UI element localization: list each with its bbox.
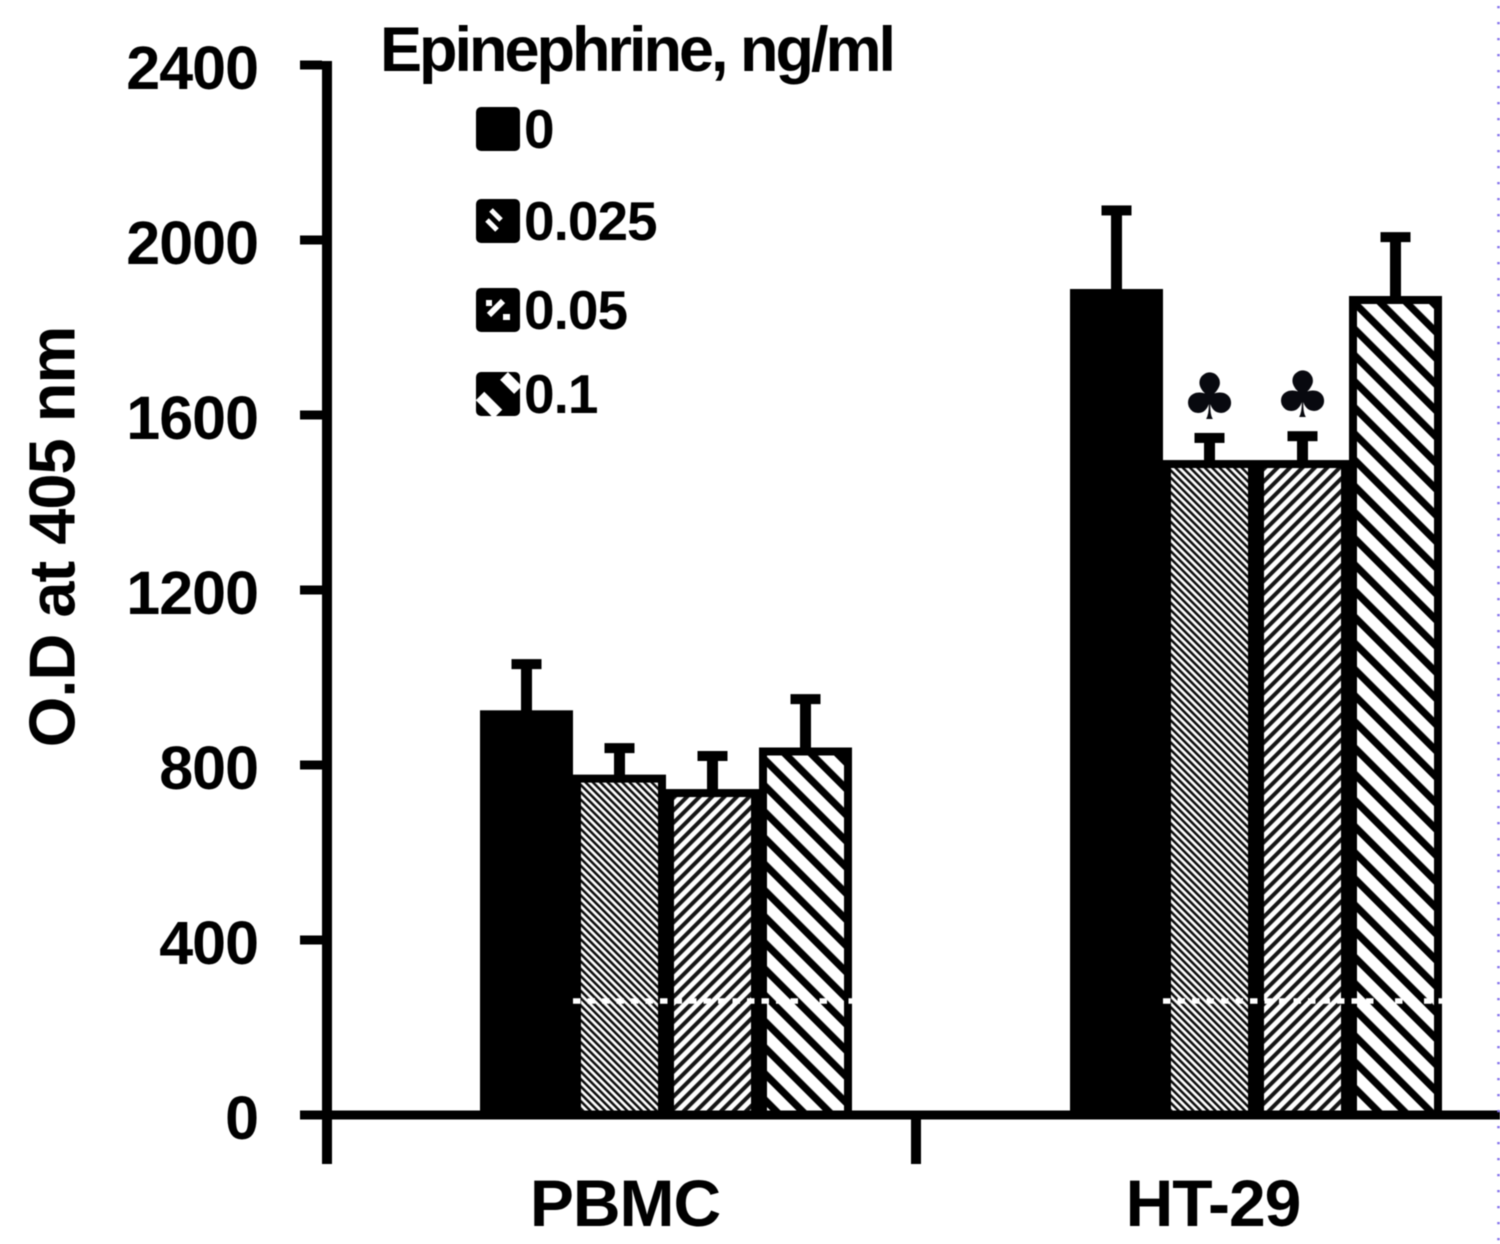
y-tick-1600	[300, 410, 322, 420]
bar-PBMC-0.025	[573, 774, 666, 1119]
error-bar-stem-HT-29-0.025	[1204, 437, 1215, 469]
bar-PBMC-0.1	[759, 747, 852, 1119]
bar-HT-29-0.05	[1256, 460, 1349, 1119]
bar-HT-29-0.1	[1349, 296, 1442, 1119]
error-bar-stem-PBMC-0.025	[614, 748, 625, 783]
error-bar-cap-PBMC-0.025	[604, 743, 635, 754]
bar-HT-29-0	[1070, 289, 1163, 1119]
club-annotation-0: ♣	[1181, 361, 1238, 435]
y-tick-label-1600: 1600	[126, 384, 259, 452]
bar-PBMC-0	[480, 710, 573, 1119]
y-tick-2400	[300, 60, 322, 70]
x-category-label-ht29: HT-29	[1125, 1166, 1302, 1240]
axes-layer	[300, 60, 1500, 1164]
legend-swatch-wide-hatch-icon	[476, 372, 520, 416]
y-axis-line	[322, 61, 332, 1164]
legend-swatch-solid-icon	[476, 107, 520, 151]
club-annotation-1: ♣	[1274, 359, 1331, 433]
legend-label-0.05: 0.05	[524, 279, 628, 341]
error-bar-stem-HT-29-0.05	[1297, 436, 1308, 469]
y-tick-1200	[300, 585, 322, 595]
error-bar-cap-HT-29-0.025	[1194, 432, 1225, 443]
error-bar-cap-HT-29-0	[1101, 205, 1132, 216]
legend-label-0.025: 0.025	[524, 190, 658, 252]
error-bar-stem-HT-29-0.1	[1390, 237, 1401, 304]
x-tick-1	[911, 1115, 921, 1164]
y-tick-label-1200: 1200	[126, 559, 259, 627]
legend-title: Epinephrine, ng/ml	[380, 15, 896, 85]
y-tick-label-0: 0	[225, 1084, 259, 1152]
y-tick-label-400: 400	[159, 909, 259, 977]
legend-swatch-dense-hatch-icon	[476, 199, 520, 243]
bar-PBMC-0.05	[666, 789, 759, 1119]
y-tick-label-2400: 2400	[126, 34, 259, 102]
bars-layer	[480, 205, 1442, 1119]
error-bar-stem-PBMC-0	[521, 664, 532, 719]
bar-HT-29-0.025	[1163, 460, 1256, 1119]
legend-label-0: 0	[524, 98, 555, 160]
error-bar-cap-HT-29-0.1	[1380, 232, 1411, 243]
annotations-layer: ♣ ♣	[1181, 6, 1500, 1244]
error-bar-cap-PBMC-0.05	[697, 751, 728, 761]
error-bar-stem-PBMC-0.1	[800, 699, 811, 756]
y-tick-2000	[300, 235, 322, 245]
y-tick-400	[300, 935, 322, 945]
x-category-label-pbmc: PBMC	[529, 1166, 721, 1240]
y-tick-0	[300, 1110, 322, 1120]
x-tick-0	[322, 1115, 332, 1164]
error-bar-cap-HT-29-0.05	[1287, 431, 1318, 442]
y-tick-label-800: 800	[159, 734, 259, 802]
error-bar-stem-HT-29-0	[1111, 210, 1122, 297]
error-bar-cap-PBMC-0.1	[790, 694, 821, 705]
legend-label-0.1: 0.1	[524, 363, 598, 425]
error-bar-stem-PBMC-0.05	[707, 756, 718, 798]
legend-swatch-medium-hatch-icon	[476, 288, 520, 332]
error-bar-cap-PBMC-0	[511, 659, 542, 670]
y-tick-800	[300, 760, 322, 770]
y-tick-label-2000: 2000	[126, 209, 259, 277]
